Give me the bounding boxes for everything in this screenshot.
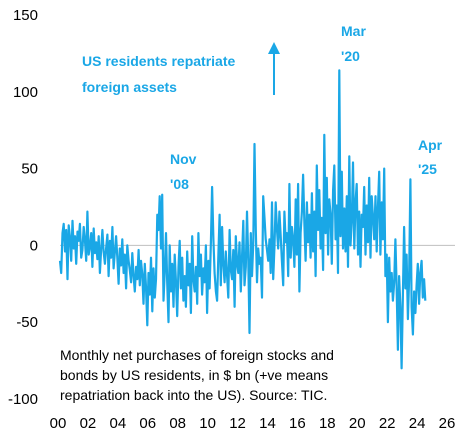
up-arrow xyxy=(268,42,280,95)
annotation-repatriate: US residents repatriate foreign assets xyxy=(82,53,239,95)
annotation-repatriate-line1: US residents repatriate xyxy=(82,53,235,69)
x-tick-label: 12 xyxy=(229,415,246,432)
y-tick-label: -50 xyxy=(16,314,38,331)
annotation-apr25: Apr '25 xyxy=(418,137,446,177)
annotation-nov08: Nov '08 xyxy=(170,151,200,192)
x-tick-label: 18 xyxy=(319,415,336,432)
source-note-line3: repatriation back into the US). Source: … xyxy=(60,387,327,403)
y-tick-label: -100 xyxy=(8,391,38,408)
annotation-apr25-line2: '25 xyxy=(418,161,437,177)
y-tick-label: 0 xyxy=(30,237,38,254)
y-tick-label: 100 xyxy=(13,84,38,101)
annotation-apr25-line1: Apr xyxy=(418,137,443,153)
annotation-nov08-line1: Nov xyxy=(170,151,197,167)
annotation-mar20: Mar '20 xyxy=(341,23,370,64)
x-tick-label: 02 xyxy=(80,415,97,432)
x-tick-label: 22 xyxy=(379,415,396,432)
x-tick-label: 14 xyxy=(259,415,276,432)
annotation-mar20-line1: Mar xyxy=(341,23,366,39)
x-tick-label: 00 xyxy=(50,415,67,432)
source-note-line1: Monthly net purchases of foreign stocks … xyxy=(60,347,334,363)
x-axis-ticks: 00 02 04 06 08 10 12 14 16 18 20 22 24 26 xyxy=(50,415,456,432)
x-tick-label: 10 xyxy=(199,415,216,432)
source-note: Monthly net purchases of foreign stocks … xyxy=(60,347,338,403)
x-tick-label: 06 xyxy=(139,415,156,432)
y-tick-label: 50 xyxy=(21,161,38,178)
x-tick-label: 20 xyxy=(349,415,366,432)
annotation-nov08-line2: '08 xyxy=(170,176,189,192)
x-tick-label: 16 xyxy=(289,415,306,432)
x-tick-label: 26 xyxy=(439,415,456,432)
y-axis-ticks: 150 100 50 0 -50 -100 xyxy=(8,7,38,408)
x-tick-label: 04 xyxy=(110,415,127,432)
x-tick-label: 24 xyxy=(409,415,426,432)
source-note-line2: bonds by US residents, in $ bn (+ve mean… xyxy=(60,367,328,383)
series-line xyxy=(58,69,427,370)
annotation-repatriate-line2: foreign assets xyxy=(82,79,177,95)
annotation-mar20-line2: '20 xyxy=(341,48,360,64)
y-tick-label: 150 xyxy=(13,7,38,24)
x-tick-label: 08 xyxy=(169,415,186,432)
